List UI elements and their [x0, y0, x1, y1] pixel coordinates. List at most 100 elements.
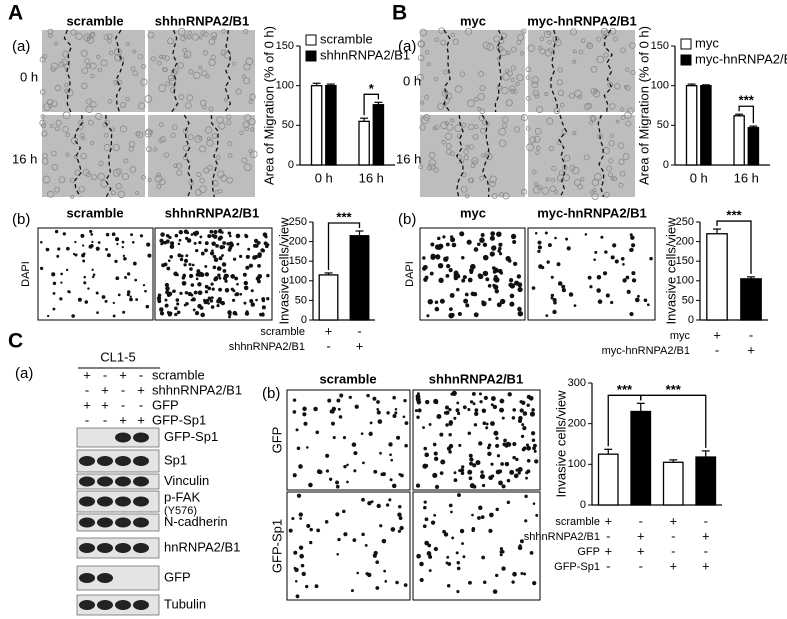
cell: [464, 28, 473, 36]
nucleus: [243, 301, 247, 305]
nucleus: [428, 423, 432, 426]
cell: [473, 96, 479, 102]
significance: ***: [336, 209, 352, 224]
nucleus: [60, 281, 63, 284]
nucleus: [161, 263, 166, 268]
nucleus: [398, 516, 403, 521]
nucleus: [521, 400, 526, 405]
nucleus: [643, 298, 648, 303]
nucleus: [526, 458, 531, 463]
nucleus: [481, 408, 487, 413]
nucleus: [480, 515, 485, 520]
cell: [226, 114, 232, 120]
nucleus: [292, 473, 297, 478]
nucleus: [404, 421, 409, 425]
cell: [531, 169, 537, 175]
significance: ***: [666, 382, 682, 397]
nucleus: [105, 232, 110, 237]
nucleus: [444, 405, 450, 410]
nucleus: [496, 454, 501, 458]
cell: [609, 133, 614, 138]
nucleus: [495, 573, 499, 578]
nucleus: [114, 259, 118, 264]
sign: -: [704, 513, 708, 528]
cell: [114, 53, 122, 62]
nucleus: [448, 421, 453, 426]
nucleus: [448, 307, 453, 312]
nucleus: [296, 446, 301, 451]
nucleus: [139, 234, 144, 238]
band-label: Tubulin: [164, 596, 206, 611]
nucleus: [260, 248, 265, 253]
cell: [75, 32, 83, 40]
nucleus: [495, 443, 500, 448]
cell: [186, 94, 194, 102]
cell: [169, 87, 176, 93]
nucleus: [83, 275, 86, 279]
nucleus: [67, 290, 71, 294]
cell: [550, 177, 556, 183]
nucleus: [308, 540, 313, 545]
sign: +: [747, 342, 755, 357]
nucleus: [54, 229, 59, 234]
cell: [520, 113, 528, 122]
nucleus: [495, 436, 499, 440]
cell: [479, 84, 486, 92]
nucleus: [469, 461, 474, 466]
nucleus: [490, 421, 495, 427]
bar: [597, 453, 619, 506]
nucleus: [468, 580, 472, 585]
cell: [80, 152, 87, 160]
nucleus: [612, 243, 617, 248]
cell: [82, 169, 90, 176]
nucleus: [89, 229, 93, 234]
nucleus: [472, 402, 476, 406]
nucleus: [451, 242, 457, 248]
nucleus: [396, 435, 401, 440]
nucleus: [381, 538, 387, 544]
nucleus: [531, 408, 535, 412]
cell: [168, 77, 177, 86]
nucleus: [185, 301, 189, 306]
nucleus: [328, 477, 333, 481]
nucleus: [174, 306, 178, 311]
blot-band: [97, 543, 113, 553]
nucleus: [173, 271, 178, 277]
sign: -: [715, 342, 719, 357]
cell: [54, 84, 62, 92]
nucleus: [216, 299, 221, 304]
nucleus: [204, 265, 208, 269]
cell: [463, 155, 469, 161]
nucleus: [561, 288, 566, 293]
nucleus: [457, 411, 461, 416]
nucleus: [209, 251, 215, 256]
nucleus: [448, 268, 453, 273]
wound-edge: [114, 29, 124, 113]
sign: -: [671, 543, 675, 558]
cell: [454, 85, 463, 93]
nucleus: [509, 293, 515, 299]
sign: +: [137, 382, 145, 397]
nucleus: [298, 512, 303, 517]
nucleus: [534, 459, 539, 464]
nucleus: [614, 259, 619, 264]
cell: [183, 50, 192, 59]
cell: [125, 96, 130, 102]
sign: -: [357, 323, 361, 338]
nucleus: [263, 241, 268, 246]
cell: [527, 44, 536, 53]
nucleus: [525, 476, 528, 480]
cell: [90, 174, 98, 181]
nucleus: [193, 290, 198, 295]
y-tick-label: 150: [651, 40, 669, 52]
cell: [200, 99, 207, 107]
nucleus: [504, 461, 510, 467]
nucleus: [212, 234, 218, 239]
cell: [526, 143, 535, 152]
nucleus: [52, 291, 56, 295]
cell: [89, 32, 95, 38]
nucleus: [439, 298, 445, 304]
nucleus: [488, 528, 493, 533]
y-tick-label: 150: [289, 255, 307, 267]
cell: [62, 111, 71, 120]
